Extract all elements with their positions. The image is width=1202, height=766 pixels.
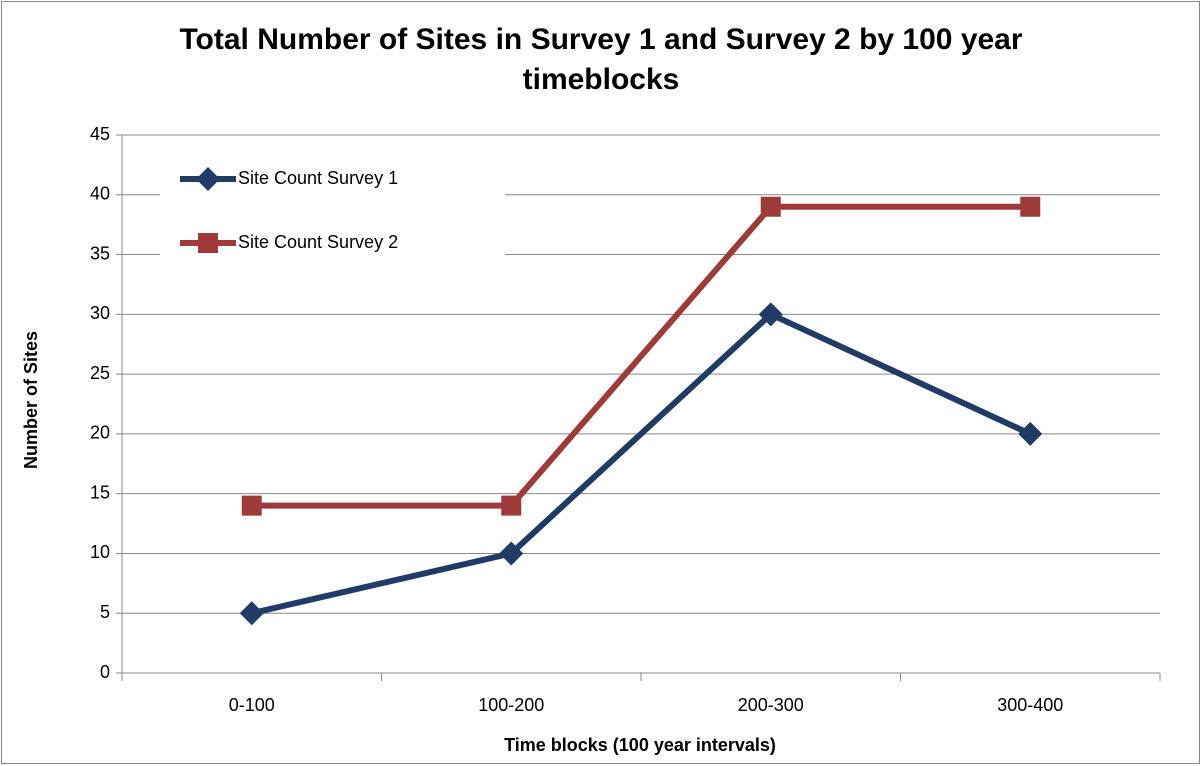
marker	[196, 167, 220, 191]
x-axis-label: Time blocks (100 year intervals)	[504, 735, 776, 755]
marker	[501, 495, 522, 516]
y-tick-label: 45	[90, 124, 110, 144]
y-tick-label: 15	[90, 482, 110, 502]
y-tick-label: 20	[90, 423, 110, 443]
x-tick-label: 300-400	[997, 695, 1063, 715]
marker	[1018, 421, 1043, 446]
x-tick-label: 0-100	[229, 695, 275, 715]
y-tick-label: 25	[90, 363, 110, 383]
grid: 0 5 10 15 20 25 30 35 40 45 0-100 100-200 200-300 300…	[90, 124, 1161, 715]
y-axis-label: Number of Sites	[21, 331, 41, 469]
y-tick-label: 5	[100, 602, 110, 622]
plot	[239, 196, 1043, 626]
y-tick-label: 40	[90, 184, 110, 204]
y-tick-label: 0	[100, 662, 110, 682]
marker	[198, 233, 218, 253]
legend-label: Site Count Survey 1	[238, 168, 398, 188]
legend: Site Count Survey 1 Site Count Survey 2	[160, 150, 505, 266]
marker	[499, 541, 524, 566]
chart-title: Total Number of Sites in Survey 1 and Su…	[179, 23, 1023, 96]
series-line	[251, 311, 1032, 617]
marker	[241, 495, 262, 516]
marker	[1020, 196, 1041, 217]
y-tick-label: 30	[90, 303, 110, 323]
marker	[760, 196, 781, 217]
x-tick-label: 200-300	[738, 695, 804, 715]
marker	[758, 302, 783, 327]
x-tick-label: 100-200	[478, 695, 544, 715]
y-tick-label: 35	[90, 243, 110, 263]
marker	[239, 601, 264, 626]
legend-label: Site Count Survey 2	[238, 232, 398, 252]
y-tick-label: 10	[90, 542, 110, 562]
series-line	[251, 203, 1031, 509]
